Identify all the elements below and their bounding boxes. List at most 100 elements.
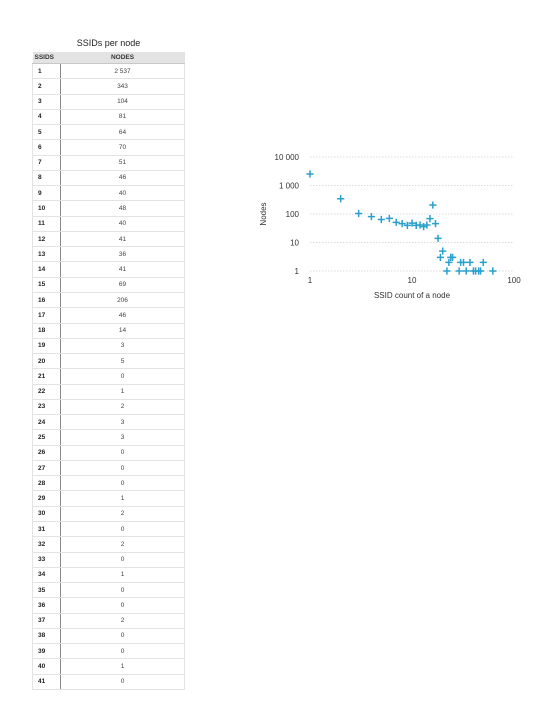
- data-point: [416, 221, 424, 229]
- table-row: 6 70: [32, 139, 185, 156]
- ssids-cell: 37: [32, 613, 61, 629]
- nodes-cell: 0: [60, 674, 185, 690]
- ssids-cell: 21: [32, 368, 61, 385]
- nodes-cell: 206: [60, 292, 185, 309]
- header-nodes: NODES: [60, 52, 185, 64]
- table-row: 9 40: [32, 185, 185, 202]
- table-row: 34 1: [32, 567, 185, 584]
- table-row: 39 0: [32, 643, 185, 660]
- nodes-cell: 14: [60, 323, 185, 339]
- ssids-cell: 38: [32, 628, 61, 645]
- ssids-cell: 40: [32, 658, 61, 675]
- nodes-cell: 48: [60, 200, 185, 217]
- data-point: [426, 214, 434, 223]
- table-row: 38 0: [32, 628, 185, 645]
- data-point: [337, 195, 345, 203]
- table-row: 8 46: [32, 170, 185, 187]
- table-row: 2 343: [32, 78, 185, 95]
- nodes-cell: 1: [60, 490, 185, 507]
- data-point: [377, 215, 385, 224]
- scatter-chart-svg: 1 10 100 1 000 10 000 1 10 100 SSID count of a n…: [259, 153, 521, 300]
- table-row: 5 64: [32, 124, 185, 141]
- nodes-cell: 46: [60, 170, 185, 187]
- data-point: [445, 258, 453, 267]
- table-row: 13 36: [32, 246, 185, 263]
- nodes-cell: 70: [60, 139, 185, 156]
- table-row: 32 2: [32, 536, 185, 553]
- data-point: [420, 223, 428, 231]
- table-row: 40 1: [32, 658, 185, 675]
- nodes-cell: 1: [60, 567, 185, 584]
- scatter-chart: 1 10 100 1 000 10 000 1 10 100 SSID count of a n…: [250, 145, 530, 315]
- ssids-cell: 27: [32, 460, 61, 477]
- nodes-cell: 0: [60, 643, 185, 660]
- table-header-row: SSIDS NODES: [32, 52, 185, 64]
- x-axis-label: SSID count of a node: [374, 291, 451, 300]
- nodes-cell: 40: [60, 216, 185, 232]
- ssids-cell: 31: [32, 521, 61, 538]
- table-row: 20 5: [32, 353, 185, 370]
- ssids-cell: 15: [32, 277, 61, 293]
- table-row: 33 0: [32, 552, 185, 568]
- nodes-cell: 41: [60, 231, 185, 248]
- nodes-cell: 3: [60, 338, 185, 355]
- data-point: [367, 213, 376, 221]
- nodes-cell: 2: [60, 613, 185, 629]
- table-row: 24 3: [32, 414, 185, 431]
- nodes-cell: 2: [60, 506, 185, 522]
- nodes-cell: 3: [60, 429, 185, 446]
- table-row: 26 0: [32, 445, 185, 461]
- ssids-cell: 7: [32, 155, 61, 171]
- nodes-cell: 1: [60, 658, 185, 675]
- table-row: 17 46: [32, 307, 185, 324]
- ssids-cell: 19: [32, 338, 61, 355]
- x-tick-label: 1: [308, 276, 313, 285]
- ssids-cell: 24: [32, 414, 61, 431]
- data-point: [436, 253, 445, 262]
- nodes-cell: 0: [60, 368, 185, 385]
- ssids-cell: 10: [32, 200, 61, 217]
- data-point: [479, 258, 487, 267]
- ssids-cell: 29: [32, 490, 61, 507]
- ssids-cell: 2: [32, 78, 61, 95]
- table-title: SSIDs per node: [76, 38, 141, 48]
- ssids-cell: 5: [32, 124, 61, 141]
- nodes-cell: 69: [60, 277, 185, 293]
- table-row: 27 0: [32, 460, 185, 477]
- table-row: 19 3: [32, 338, 185, 355]
- ssids-cell: 11: [32, 216, 61, 232]
- ssids-cell: 32: [32, 536, 61, 553]
- data-point: [306, 170, 314, 178]
- data-point: [434, 234, 442, 242]
- nodes-cell: 0: [60, 628, 185, 645]
- table-row: 18 14: [32, 323, 185, 339]
- data-point: [429, 201, 437, 209]
- nodes-cell: 3: [60, 414, 185, 431]
- nodes-cell: 0: [60, 582, 185, 599]
- ssids-cell: 33: [32, 552, 61, 568]
- y-axis-label: Nodes: [259, 202, 268, 225]
- ssids-cell: 25: [32, 429, 61, 446]
- ssids-cell: 12: [32, 231, 61, 248]
- nodes-cell: 81: [60, 109, 185, 126]
- data-point: [385, 214, 393, 223]
- ssids-cell: 36: [32, 597, 61, 614]
- data-point: [459, 258, 468, 267]
- ssids-cell: 35: [32, 582, 61, 599]
- nodes-cell: 0: [60, 460, 185, 477]
- table-row: 25 3: [32, 429, 185, 446]
- data-point: [398, 220, 406, 228]
- y-tick-label: 10: [290, 239, 299, 248]
- nodes-cell: 5: [60, 353, 185, 370]
- ssids-cell: 17: [32, 307, 61, 324]
- table-row: 21 0: [32, 368, 185, 385]
- ssids-cell: 18: [32, 323, 61, 339]
- table-row: 41 0: [32, 674, 185, 690]
- nodes-cell: 2 537: [60, 63, 185, 80]
- nodes-cell: 0: [60, 552, 185, 568]
- nodes-cell: 36: [60, 246, 185, 263]
- y-tick-label: 100: [286, 210, 300, 219]
